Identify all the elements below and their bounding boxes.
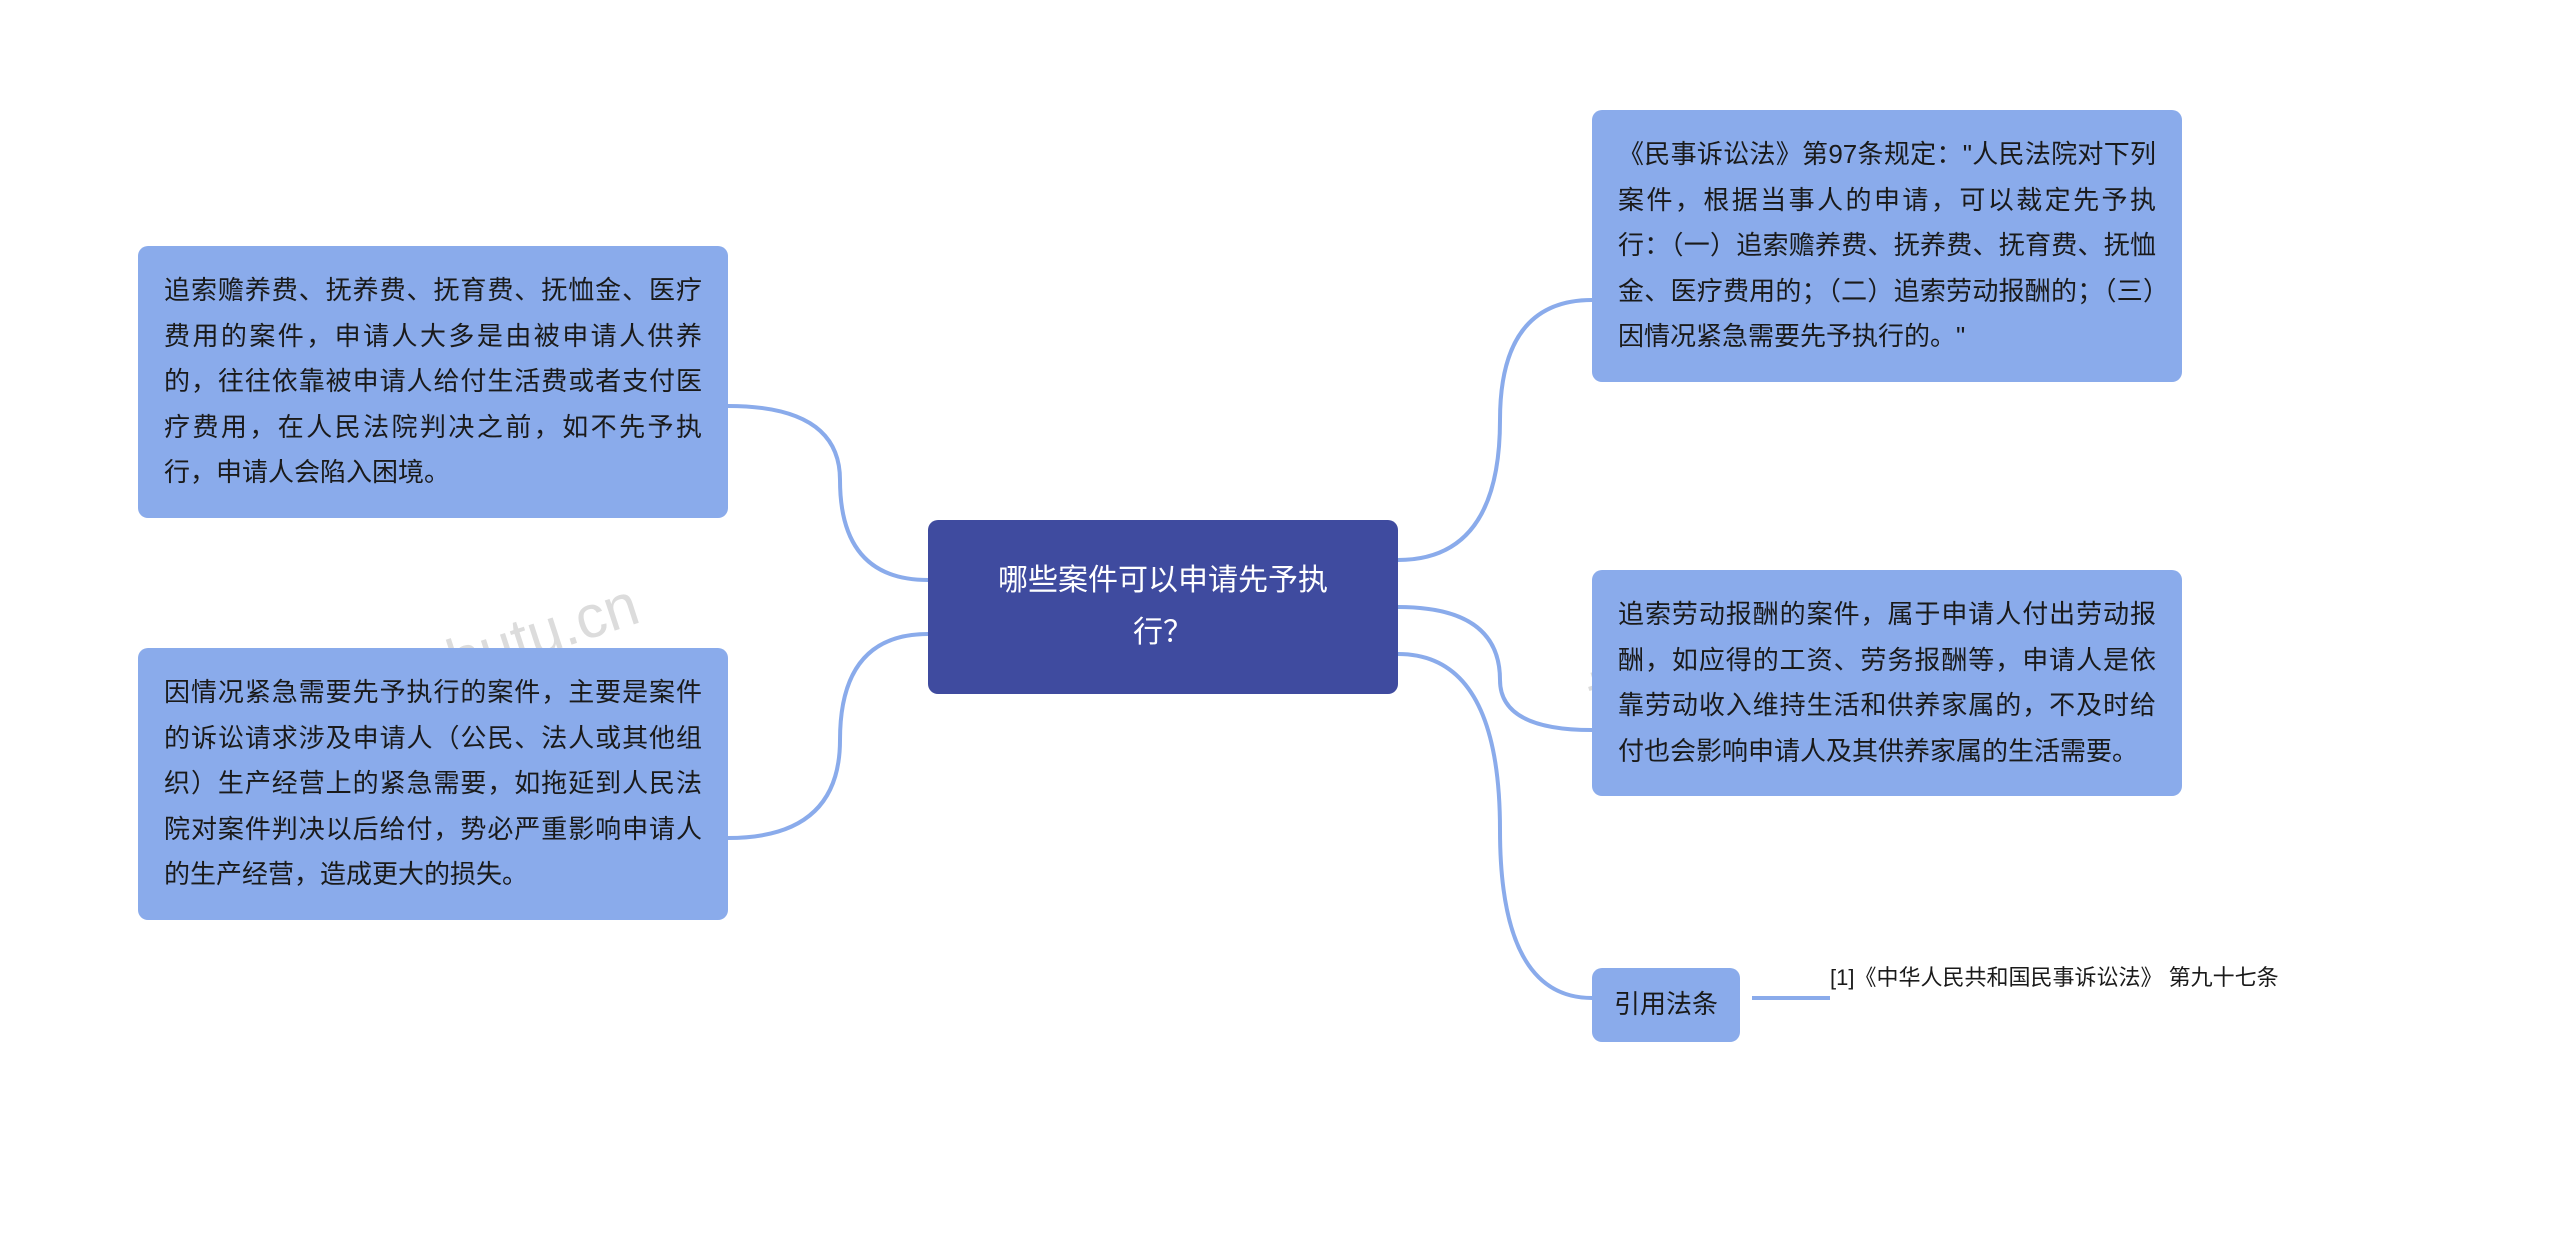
leaf-citation: [1]《中华人民共和国民事诉讼法》 第九十七条 xyxy=(1830,960,2300,995)
branch-right-top-text: 《民事诉讼法》第97条规定："人民法院对下列案件，根据当事人的申请，可以裁定先予… xyxy=(1618,139,2156,351)
center-text-line2: 行？ xyxy=(1133,616,1193,649)
branch-right-mid: 追索劳动报酬的案件，属于申请人付出劳动报酬，如应得的工资、劳务报酬等，申请人是依… xyxy=(1592,570,2182,796)
branch-right-top: 《民事诉讼法》第97条规定："人民法院对下列案件，根据当事人的申请，可以裁定先予… xyxy=(1592,110,2182,382)
branch-right-mid-text: 追索劳动报酬的案件，属于申请人付出劳动报酬，如应得的工资、劳务报酬等，申请人是依… xyxy=(1618,599,2156,766)
center-text-line1: 哪些案件可以申请先予执 xyxy=(998,564,1328,597)
branch-left-top-text: 追索赡养费、抚养费、抚育费、抚恤金、医疗费用的案件，申请人大多是由被申请人供养的… xyxy=(164,275,702,487)
branch-right-bottom: 引用法条 xyxy=(1592,968,1740,1042)
branch-left-bottom-text: 因情况紧急需要先予执行的案件，主要是案件的诉讼请求涉及申请人（公民、法人或其他组… xyxy=(164,677,702,889)
branch-left-top: 追索赡养费、抚养费、抚育费、抚恤金、医疗费用的案件，申请人大多是由被申请人供养的… xyxy=(138,246,728,518)
center-node: 哪些案件可以申请先予执 行？ xyxy=(928,520,1398,694)
leaf-citation-text: [1]《中华人民共和国民事诉讼法》 第九十七条 xyxy=(1830,965,2279,990)
branch-right-bottom-text: 引用法条 xyxy=(1614,989,1718,1019)
branch-left-bottom: 因情况紧急需要先予执行的案件，主要是案件的诉讼请求涉及申请人（公民、法人或其他组… xyxy=(138,648,728,920)
